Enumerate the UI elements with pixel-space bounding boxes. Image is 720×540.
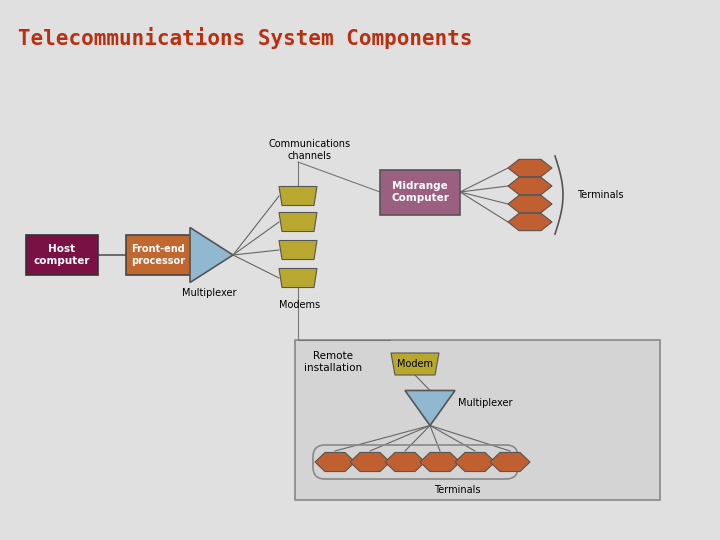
Text: Front-end
processor: Front-end processor [131, 244, 185, 266]
FancyBboxPatch shape [295, 340, 660, 500]
Polygon shape [508, 177, 552, 194]
Polygon shape [350, 453, 390, 471]
Text: Modem: Modem [397, 359, 433, 369]
Polygon shape [508, 213, 552, 231]
Text: Communications
channels: Communications channels [269, 139, 351, 161]
Text: Remote
installation: Remote installation [304, 351, 362, 373]
Text: Multiplexer: Multiplexer [181, 288, 236, 298]
Text: Host
computer: Host computer [34, 244, 90, 266]
FancyBboxPatch shape [26, 235, 98, 275]
Polygon shape [490, 453, 530, 471]
Polygon shape [420, 453, 460, 471]
Polygon shape [385, 453, 425, 471]
Text: Terminals: Terminals [577, 190, 624, 200]
Polygon shape [391, 353, 439, 375]
Polygon shape [279, 240, 317, 260]
FancyBboxPatch shape [380, 170, 460, 214]
Polygon shape [279, 186, 317, 206]
Polygon shape [508, 195, 552, 213]
Polygon shape [279, 213, 317, 232]
Polygon shape [455, 453, 495, 471]
Text: Modems: Modems [279, 300, 320, 310]
Polygon shape [279, 268, 317, 287]
Polygon shape [315, 453, 355, 471]
Text: Multiplexer: Multiplexer [458, 398, 512, 408]
Text: Terminals: Terminals [434, 485, 481, 495]
Polygon shape [190, 227, 233, 282]
Polygon shape [405, 390, 455, 426]
FancyBboxPatch shape [125, 235, 191, 275]
Text: Telecommunications System Components: Telecommunications System Components [18, 27, 472, 49]
Polygon shape [508, 159, 552, 177]
Text: Midrange
Computer: Midrange Computer [391, 181, 449, 203]
